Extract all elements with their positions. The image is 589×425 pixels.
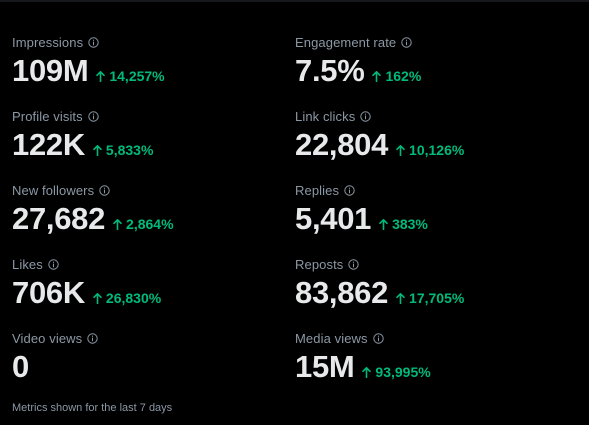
metrics-grid: Impressions 109M 14,257% Engagement rate…	[12, 30, 582, 400]
panel-top-divider	[0, 0, 589, 2]
info-icon[interactable]	[344, 184, 355, 196]
metric-profile-visits: Profile visits 122K 5,833%	[12, 104, 295, 178]
metric-change: 17,705%	[396, 290, 464, 306]
metric-replies: Replies 5,401 383%	[295, 178, 578, 252]
metric-label: New followers	[12, 182, 95, 198]
arrow-up-icon	[93, 293, 102, 304]
metric-value: 0	[12, 349, 29, 384]
arrow-up-icon	[96, 71, 106, 82]
metric-value: 27,682	[12, 201, 106, 236]
metric-change: 93,995%	[362, 364, 431, 380]
metric-change-value: 5,833%	[105, 142, 154, 158]
metric-link-clicks: Link clicks 22,804 10,126%	[295, 104, 578, 178]
metric-label: Reposts	[295, 256, 344, 272]
arrow-up-icon	[372, 71, 382, 82]
metric-label: Link clicks	[295, 108, 356, 124]
metric-change: 2,864%	[113, 216, 174, 232]
info-icon[interactable]	[360, 110, 372, 122]
metric-label: Media views	[295, 330, 368, 346]
metric-change-value: 17,705%	[409, 290, 465, 306]
metric-value: 83,862	[295, 275, 389, 310]
metric-value: 122K	[12, 127, 85, 162]
arrow-up-icon	[379, 219, 388, 230]
metric-label: Engagement rate	[295, 34, 397, 50]
info-icon[interactable]	[99, 184, 110, 196]
metric-label: Video views	[12, 330, 83, 346]
arrow-up-icon	[396, 293, 405, 304]
arrow-up-icon	[362, 367, 372, 378]
metric-change-value: 93,995%	[375, 364, 431, 380]
metric-label: Profile visits	[12, 108, 83, 124]
metric-media-views: Media views 15M 93,995%	[295, 326, 578, 400]
metric-label: Impressions	[12, 34, 84, 50]
arrow-up-icon	[396, 145, 405, 156]
info-icon[interactable]	[372, 332, 384, 344]
metrics-period-footnote: Metrics shown for the last 7 days	[12, 402, 173, 414]
info-icon[interactable]	[87, 332, 98, 344]
metric-change-value: 14,257%	[109, 68, 165, 84]
metric-value: 7.5%	[295, 53, 365, 88]
info-icon[interactable]	[48, 258, 59, 270]
info-icon[interactable]	[88, 36, 99, 48]
info-icon[interactable]	[401, 36, 412, 48]
metric-change: 5,833%	[93, 142, 153, 158]
metric-change-value: 10,126%	[409, 142, 465, 158]
metric-video-views: Video views 0	[12, 326, 295, 400]
arrow-up-icon	[113, 219, 122, 230]
metric-value: 22,804	[295, 127, 389, 162]
arrow-up-icon	[93, 145, 102, 156]
metric-label: Likes	[12, 256, 43, 272]
metric-label: Replies	[295, 182, 340, 198]
metric-change: 10,126%	[396, 142, 464, 158]
metric-change-value: 26,830%	[105, 290, 162, 306]
metric-value: 109M	[12, 53, 89, 88]
metric-engagement-rate: Engagement rate 7.5% 162%	[295, 30, 578, 104]
metric-new-followers: New followers 27,682 2,864%	[12, 178, 295, 252]
info-icon[interactable]	[88, 110, 99, 122]
metric-change: 26,830%	[93, 290, 161, 306]
metric-reposts: Reposts 83,862 17,705%	[295, 252, 578, 326]
metric-change-value: 383%	[392, 216, 428, 232]
metric-likes: Likes 706K 26,830%	[12, 252, 295, 326]
metric-change-value: 162%	[385, 68, 422, 84]
info-icon[interactable]	[348, 258, 360, 270]
metric-change: 14,257%	[96, 68, 165, 84]
metric-change: 383%	[379, 216, 428, 232]
metric-value: 5,401	[295, 201, 372, 236]
metric-value: 706K	[12, 275, 85, 310]
metric-change-value: 2,864%	[126, 216, 174, 232]
metric-value: 15M	[295, 349, 355, 384]
metric-impressions: Impressions 109M 14,257%	[12, 30, 295, 104]
metric-change: 162%	[372, 68, 421, 84]
